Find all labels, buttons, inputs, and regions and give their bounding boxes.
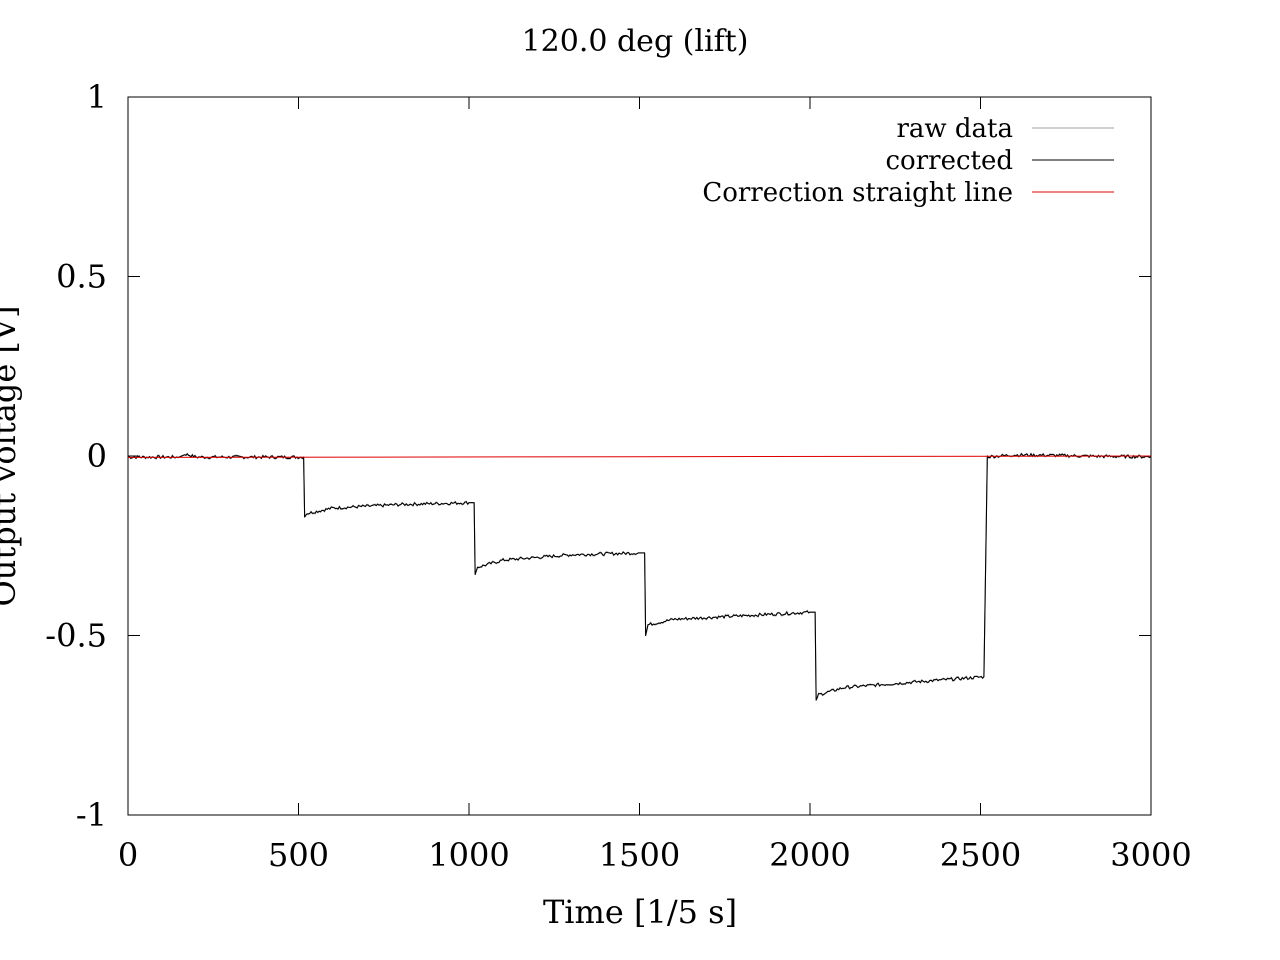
x-tick-label: 1000 — [428, 836, 509, 874]
legend-label: raw data — [896, 114, 1013, 144]
x-tick-label: 1500 — [599, 836, 680, 874]
legend-label: corrected — [886, 146, 1014, 176]
x-tick-label: 0 — [118, 836, 138, 874]
series-line-corrected — [127, 453, 1152, 701]
y-tick-label: 0 — [87, 437, 107, 475]
y-axis-label: Output voltage [V] — [0, 305, 23, 606]
y-tick-label: -0.5 — [45, 617, 107, 655]
chart-title: 120.0 deg (lift) — [522, 24, 749, 59]
x-tick-label: 3000 — [1110, 836, 1191, 874]
series-line-raw-data — [127, 452, 1152, 701]
series-line-correction-straight-line — [127, 455, 1152, 458]
x-tick-label: 500 — [268, 836, 329, 874]
x-tick-label: 2500 — [940, 836, 1021, 874]
plot-area: 0 500 1000 1500 2000 2500 3000 1 0.5 0 -0.5 -1 raw d… — [45, 78, 1191, 874]
y-tick-label: -1 — [76, 796, 107, 834]
legend-label: Correction straight line — [702, 178, 1013, 208]
x-axis-label: Time [1/5 s] — [543, 893, 737, 931]
x-tick-label: 2000 — [769, 836, 850, 874]
y-tick-label: 0.5 — [56, 258, 107, 296]
y-tick-label: 1 — [87, 78, 107, 116]
